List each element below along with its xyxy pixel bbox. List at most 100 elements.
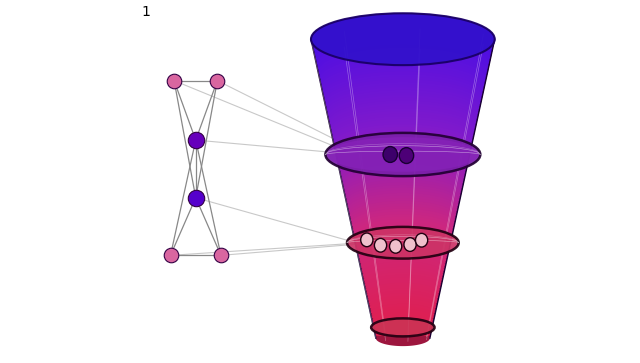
Polygon shape	[368, 303, 437, 316]
Polygon shape	[351, 226, 454, 243]
Polygon shape	[319, 74, 487, 100]
Polygon shape	[343, 169, 463, 189]
Text: 1: 1	[141, 5, 150, 19]
Polygon shape	[312, 44, 493, 72]
Polygon shape	[335, 132, 470, 154]
Polygon shape	[360, 254, 445, 268]
Polygon shape	[312, 47, 493, 74]
Polygon shape	[359, 261, 447, 276]
Ellipse shape	[399, 148, 413, 163]
Polygon shape	[346, 201, 460, 220]
Polygon shape	[368, 291, 438, 303]
Polygon shape	[358, 246, 447, 261]
Polygon shape	[337, 161, 468, 182]
Polygon shape	[345, 180, 461, 199]
Polygon shape	[358, 256, 448, 271]
Polygon shape	[319, 77, 486, 103]
Polygon shape	[352, 214, 454, 231]
Polygon shape	[371, 313, 435, 325]
Polygon shape	[324, 77, 482, 102]
Polygon shape	[351, 209, 455, 226]
Polygon shape	[356, 249, 449, 264]
Polygon shape	[357, 238, 449, 253]
Polygon shape	[349, 198, 457, 216]
Polygon shape	[364, 269, 442, 284]
Polygon shape	[332, 116, 474, 139]
Polygon shape	[337, 156, 469, 178]
Polygon shape	[321, 84, 485, 110]
Polygon shape	[338, 145, 468, 166]
Polygon shape	[374, 328, 432, 339]
Ellipse shape	[390, 240, 402, 253]
Polygon shape	[316, 37, 490, 64]
Polygon shape	[317, 45, 488, 72]
Polygon shape	[356, 246, 450, 262]
Polygon shape	[319, 50, 487, 77]
Polygon shape	[351, 221, 455, 238]
Polygon shape	[369, 299, 436, 311]
Polygon shape	[373, 326, 433, 337]
Polygon shape	[342, 184, 463, 203]
Polygon shape	[321, 86, 484, 112]
Polygon shape	[371, 318, 434, 330]
Polygon shape	[321, 61, 485, 86]
Polygon shape	[346, 185, 460, 204]
Polygon shape	[354, 222, 452, 238]
Polygon shape	[349, 201, 456, 219]
Polygon shape	[357, 251, 449, 266]
Polygon shape	[313, 49, 493, 77]
Polygon shape	[333, 141, 472, 163]
Polygon shape	[367, 288, 438, 301]
Polygon shape	[344, 194, 461, 213]
Polygon shape	[358, 243, 448, 258]
Polygon shape	[335, 151, 470, 173]
Polygon shape	[337, 140, 468, 161]
Polygon shape	[338, 164, 468, 184]
Ellipse shape	[361, 233, 373, 247]
Polygon shape	[354, 236, 452, 252]
Polygon shape	[349, 216, 456, 234]
Polygon shape	[326, 90, 479, 114]
Polygon shape	[335, 130, 471, 151]
Polygon shape	[323, 97, 483, 121]
Polygon shape	[340, 176, 465, 196]
Polygon shape	[361, 268, 445, 283]
Polygon shape	[332, 114, 474, 136]
Polygon shape	[328, 95, 478, 119]
Polygon shape	[371, 304, 435, 316]
Polygon shape	[330, 109, 476, 131]
Polygon shape	[372, 314, 433, 326]
Polygon shape	[330, 124, 476, 147]
Polygon shape	[375, 328, 431, 338]
Polygon shape	[355, 230, 451, 246]
Polygon shape	[369, 308, 436, 321]
Polygon shape	[370, 301, 436, 313]
Polygon shape	[320, 82, 486, 107]
Polygon shape	[353, 231, 453, 248]
Polygon shape	[351, 206, 455, 224]
Polygon shape	[324, 79, 481, 104]
Polygon shape	[354, 238, 451, 255]
Ellipse shape	[374, 238, 387, 252]
Polygon shape	[341, 161, 465, 181]
Polygon shape	[362, 264, 444, 278]
Polygon shape	[331, 111, 475, 134]
Polygon shape	[323, 72, 483, 97]
Polygon shape	[326, 87, 479, 111]
Polygon shape	[327, 114, 479, 138]
Polygon shape	[359, 248, 447, 264]
Polygon shape	[312, 19, 493, 47]
Polygon shape	[345, 196, 461, 215]
Polygon shape	[329, 122, 477, 145]
Polygon shape	[351, 224, 455, 241]
Ellipse shape	[325, 133, 480, 176]
Polygon shape	[314, 29, 492, 57]
Polygon shape	[344, 177, 461, 196]
Polygon shape	[363, 267, 443, 281]
Polygon shape	[342, 164, 464, 184]
Polygon shape	[317, 69, 488, 95]
Polygon shape	[312, 21, 493, 49]
Polygon shape	[355, 241, 451, 257]
Polygon shape	[367, 285, 439, 298]
Polygon shape	[364, 272, 442, 286]
